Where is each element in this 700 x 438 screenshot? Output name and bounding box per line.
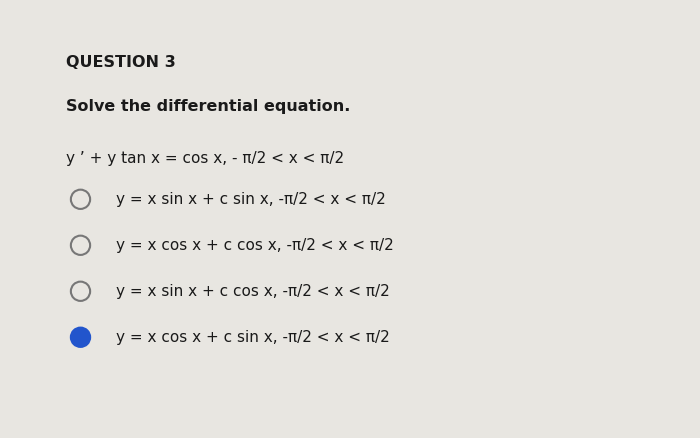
Ellipse shape [71,236,90,255]
Text: y = x sin x + c sin x, -π/2 < x < π/2: y = x sin x + c sin x, -π/2 < x < π/2 [116,192,385,207]
Ellipse shape [71,328,90,347]
Text: Solve the differential equation.: Solve the differential equation. [66,99,351,113]
Text: y = x cos x + c cos x, -π/2 < x < π/2: y = x cos x + c cos x, -π/2 < x < π/2 [116,238,393,253]
Text: y ’ + y tan x = cos x, - π/2 < x < π/2: y ’ + y tan x = cos x, - π/2 < x < π/2 [66,151,344,166]
Ellipse shape [71,282,90,301]
Ellipse shape [71,190,90,209]
Text: QUESTION 3: QUESTION 3 [66,55,176,70]
Text: y = x cos x + c sin x, -π/2 < x < π/2: y = x cos x + c sin x, -π/2 < x < π/2 [116,330,389,345]
Text: y = x sin x + c cos x, -π/2 < x < π/2: y = x sin x + c cos x, -π/2 < x < π/2 [116,284,389,299]
